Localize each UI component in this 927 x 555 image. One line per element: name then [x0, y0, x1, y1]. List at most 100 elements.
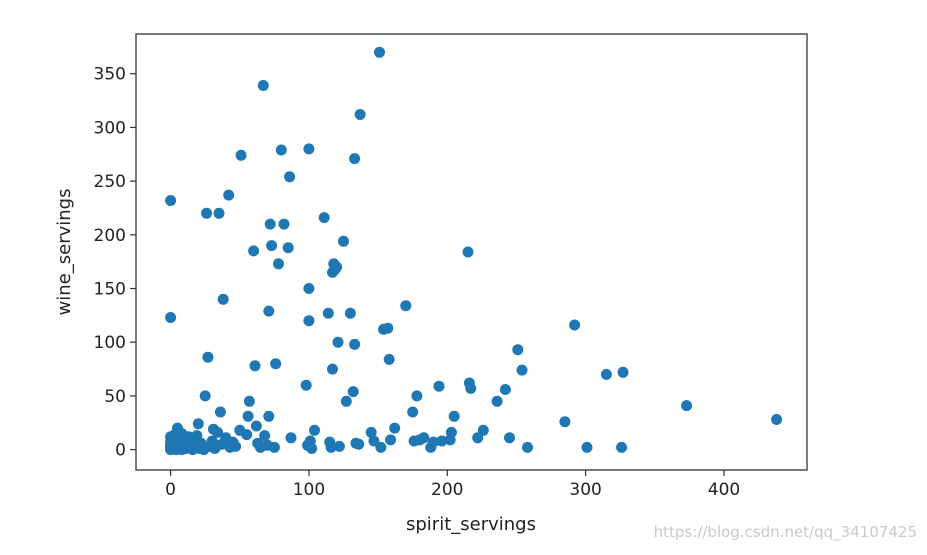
data-point — [284, 171, 296, 183]
x-tick-label: 100 — [293, 480, 325, 500]
data-point — [249, 360, 261, 372]
data-point — [428, 436, 439, 448]
data-point — [354, 109, 366, 120]
data-point — [400, 300, 412, 312]
data-point — [278, 218, 290, 230]
data-point — [165, 312, 177, 323]
y-tick-label: 300 — [94, 118, 126, 138]
data-point — [243, 395, 255, 407]
data-point — [165, 195, 177, 206]
data-point — [504, 432, 515, 444]
data-point — [516, 364, 528, 376]
data-point — [445, 426, 457, 438]
data-point — [285, 432, 297, 444]
data-point — [462, 246, 474, 258]
data-point — [250, 420, 262, 432]
data-point — [472, 432, 484, 444]
data-point — [202, 351, 214, 363]
data-point — [385, 434, 397, 446]
data-point — [318, 212, 330, 224]
data-point — [266, 240, 278, 252]
y-tick-label: 150 — [94, 280, 126, 300]
data-point — [368, 435, 380, 447]
data-point — [353, 438, 365, 450]
data-point — [201, 207, 213, 219]
data-point — [581, 441, 593, 453]
x-tick-label: 0 — [165, 480, 176, 500]
data-point — [325, 441, 337, 453]
data-point — [259, 430, 271, 442]
data-point — [383, 353, 395, 365]
data-points — [165, 46, 783, 456]
data-point — [263, 305, 275, 317]
data-point — [477, 424, 489, 436]
data-point — [230, 440, 242, 452]
data-point — [559, 416, 571, 428]
y-axis-label: wine_servings — [54, 189, 75, 316]
data-point — [344, 307, 356, 319]
data-point — [522, 441, 533, 453]
data-point — [309, 424, 320, 436]
data-point — [448, 410, 460, 422]
y-tick-label: 0 — [115, 441, 126, 461]
data-point — [349, 338, 361, 350]
x-axis-ticks: 0 100 200 300 400 — [165, 470, 740, 500]
data-point — [681, 400, 693, 412]
data-point — [273, 258, 284, 270]
data-point — [499, 384, 511, 395]
watermark-text: https://blog.csdn.net/qq_34107425 — [653, 523, 917, 541]
data-point — [214, 406, 226, 418]
data-point — [512, 344, 524, 356]
y-axis-ticks: 0 50 100 150 200 250 300 350 — [94, 65, 136, 461]
data-point — [418, 432, 430, 444]
data-point — [375, 441, 387, 453]
data-point — [199, 390, 211, 402]
data-point — [617, 366, 629, 378]
data-point — [248, 245, 260, 257]
data-point — [217, 293, 229, 305]
data-point — [264, 218, 276, 230]
data-point — [436, 435, 448, 447]
x-axis-label: spirit_servings — [406, 514, 536, 535]
data-point — [407, 406, 419, 418]
data-point — [242, 410, 254, 422]
y-tick-label: 250 — [94, 172, 126, 192]
data-point — [306, 443, 318, 454]
data-point — [340, 395, 352, 407]
data-point — [300, 379, 312, 391]
data-point — [365, 426, 377, 438]
data-point — [338, 235, 349, 247]
data-point — [268, 441, 280, 453]
data-point — [616, 441, 628, 453]
data-point — [771, 414, 783, 425]
data-point — [212, 426, 224, 438]
x-tick-label: 200 — [431, 480, 463, 500]
data-point — [322, 307, 334, 319]
data-point — [275, 144, 287, 156]
data-point — [213, 207, 225, 219]
data-point — [333, 440, 345, 452]
data-point — [347, 386, 359, 398]
data-point — [223, 189, 235, 201]
y-tick-label: 200 — [94, 226, 126, 246]
data-point — [303, 283, 315, 294]
data-point — [303, 143, 315, 155]
data-point — [270, 358, 282, 370]
data-point — [257, 80, 269, 91]
data-point — [241, 429, 253, 441]
data-point — [569, 319, 581, 331]
y-tick-label: 100 — [94, 333, 126, 353]
data-point — [263, 410, 275, 422]
y-tick-label: 50 — [104, 387, 126, 407]
data-point — [327, 363, 338, 375]
x-tick-label: 400 — [708, 480, 740, 500]
data-point — [382, 322, 394, 334]
data-point — [331, 261, 343, 273]
data-point — [433, 380, 445, 392]
data-point — [491, 395, 503, 407]
data-point — [349, 153, 361, 165]
data-point — [411, 390, 423, 402]
data-point — [303, 315, 315, 327]
data-point — [235, 149, 247, 161]
